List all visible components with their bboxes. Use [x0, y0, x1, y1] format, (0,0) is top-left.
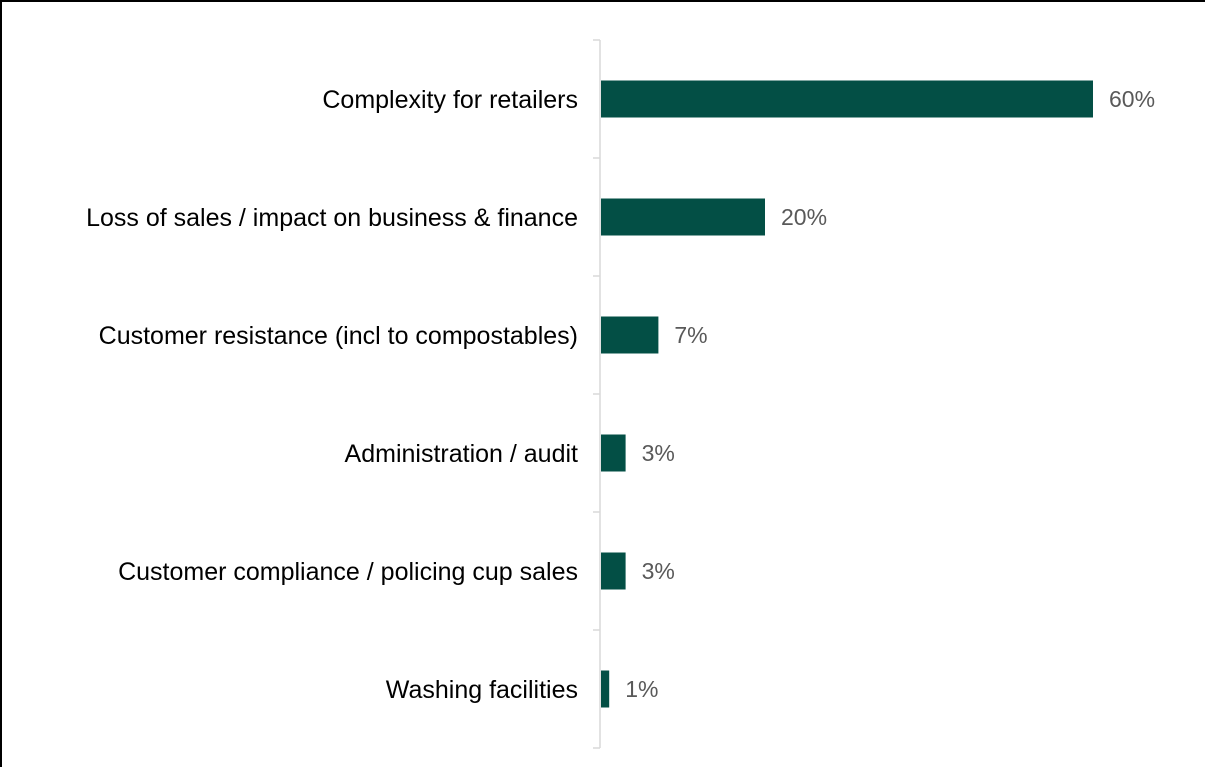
data-label: 20% [781, 204, 827, 230]
category-label: Administration / audit [345, 440, 579, 468]
data-label: 3% [642, 440, 675, 466]
bar [601, 552, 626, 590]
bar [601, 434, 626, 472]
bar [601, 670, 610, 708]
data-label: 3% [642, 558, 675, 584]
data-label: 60% [1109, 86, 1155, 112]
category-label: Customer resistance (incl to compostable… [99, 322, 578, 350]
category-label: Loss of sales / impact on business & fin… [86, 204, 578, 232]
category-label: Complexity for retailers [322, 86, 578, 114]
category-label: Customer compliance / policing cup sales [118, 558, 578, 586]
data-label: 1% [625, 676, 658, 702]
data-label: 7% [674, 322, 707, 348]
bar [601, 198, 765, 236]
category-label: Washing facilities [386, 676, 578, 704]
bar [601, 80, 1093, 118]
bar [601, 316, 659, 354]
